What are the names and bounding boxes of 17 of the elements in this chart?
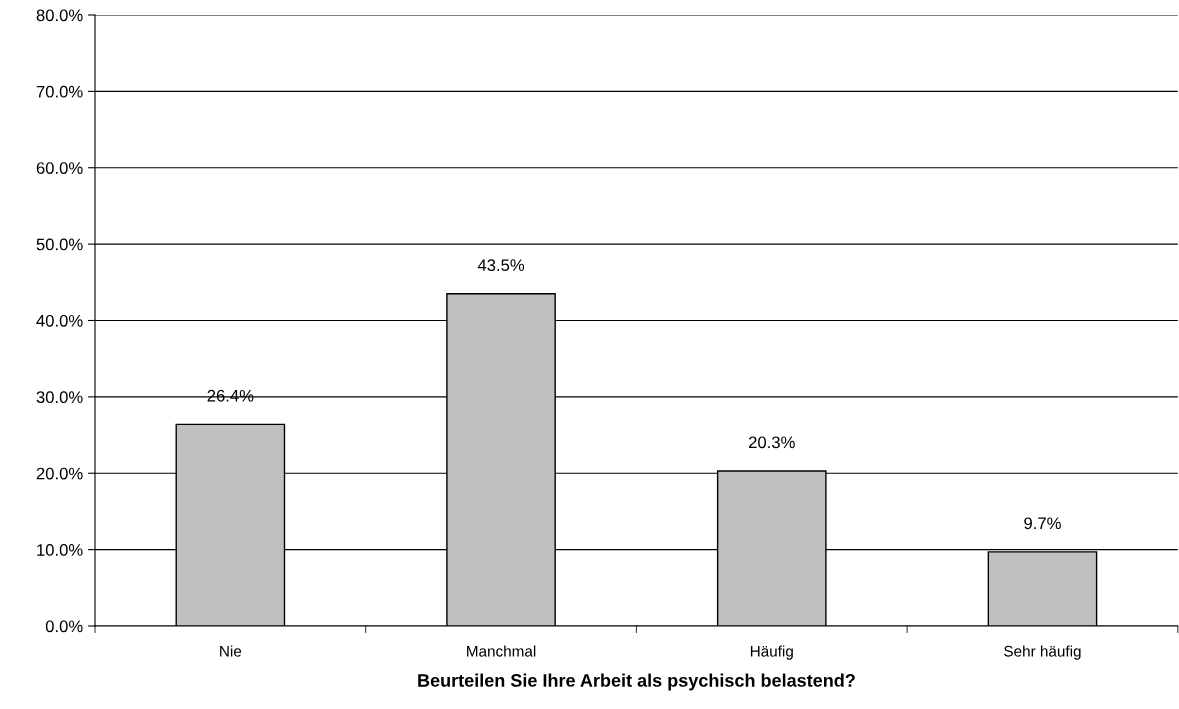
x-axis-title: Beurteilen Sie Ihre Arbeit als psychisch belastend? (418, 673, 855, 691)
x-tick-label: Manchmal (467, 645, 536, 657)
data-label: 43.5% (477, 259, 525, 272)
y-tick-label: 40.0% (36, 314, 83, 327)
y-tick-label: 70.0% (36, 85, 83, 98)
y-tick-label: 30.0% (36, 391, 83, 404)
y-tick-label: 20.0% (36, 467, 83, 480)
x-tick-label: Nie (220, 645, 242, 657)
y-tick-label: 50.0% (36, 238, 83, 251)
data-label: 20.3% (748, 436, 795, 449)
x-tick-label: Sehr häufig (1004, 645, 1081, 660)
data-label: 9.7% (1024, 517, 1061, 530)
x-tick-label: Häufig (750, 645, 793, 660)
y-tick-label: 60.0% (36, 162, 83, 174)
y-tick-label: 0.0% (45, 620, 83, 633)
y-tick-label: 80.0% (36, 9, 83, 22)
y-tick-label: 10.0% (37, 544, 83, 556)
